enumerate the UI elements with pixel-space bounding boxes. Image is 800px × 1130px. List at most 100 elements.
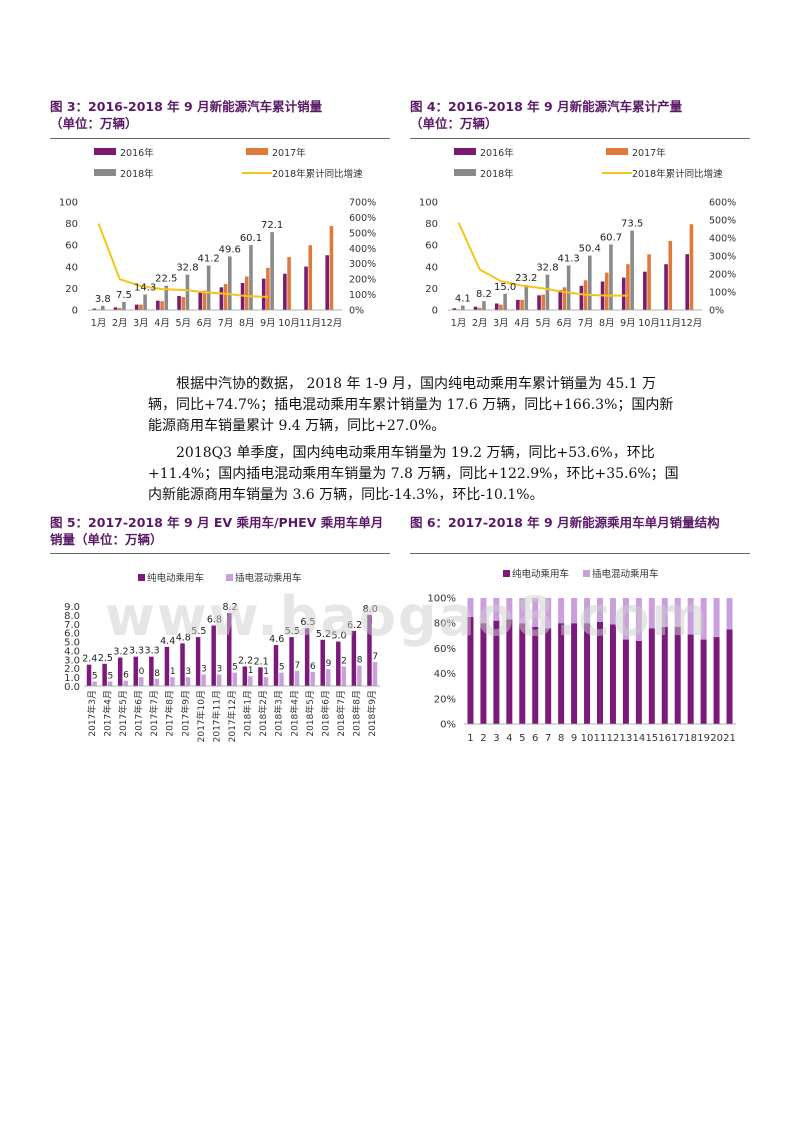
y-right-tick-label: 0% [709, 306, 724, 317]
bar-2018年 [206, 265, 211, 310]
bar-ev [571, 623, 578, 724]
legend-label: 纯电动乘用车 [147, 572, 204, 584]
y-left-tick-label: 100 [59, 198, 78, 209]
x-tick-label: 2017年8月 [164, 690, 176, 737]
y-tick-label: 8.0 [64, 611, 80, 622]
y-tick-label: 80% [434, 619, 456, 630]
x-tick-label: 1月 [451, 318, 467, 329]
ev-data-label: 4.6 [269, 634, 284, 645]
bar-2017年 [181, 297, 186, 310]
data-label: 32.8 [536, 263, 558, 274]
data-label: 50.4 [579, 244, 601, 255]
bar-2017年 [287, 257, 291, 310]
legend-swatch [454, 169, 476, 176]
bar-ev [674, 626, 681, 724]
bar-ev [304, 628, 310, 686]
y-right-tick-label: 200% [709, 270, 736, 281]
phev-data-label: 5 [232, 663, 238, 673]
y-tick-label: 4.0 [64, 646, 80, 657]
bar-ev [687, 634, 694, 724]
ev-data-label: 2.1 [254, 656, 269, 667]
bar-ev [726, 629, 733, 724]
y-left-tick-label: 60 [425, 241, 438, 252]
x-tick-label: 5 [519, 733, 525, 744]
bar-2017年 [604, 272, 609, 310]
fig6-title: 图 6：2017-2018 年 9 月新能源乘用车单月销量结构 [410, 514, 720, 531]
bar-ev [713, 637, 720, 724]
bar-2018年 [164, 285, 169, 310]
x-tick-label: 7月 [578, 318, 594, 329]
bar-phev [687, 598, 694, 635]
phev-data-label: 0 [139, 667, 145, 677]
bar-2018年 [545, 274, 550, 310]
bar-2016年 [494, 303, 499, 310]
y-left-tick-label: 0 [432, 306, 438, 317]
ev-data-label: 5.2 [316, 629, 331, 640]
bar-2018年 [630, 230, 634, 310]
y-left-tick-label: 0 [72, 306, 78, 317]
fig4-rule [410, 138, 750, 139]
ev-data-label: 8.0 [363, 604, 378, 615]
bar-2018年 [249, 245, 253, 310]
fig4-chart: 2016年 2017年 2018年 2018年累计同比增速 0 20 40 60 80 100 0%… [419, 147, 736, 329]
legend-label: 2017年 [272, 147, 306, 159]
bar-ev [149, 656, 154, 686]
ev-data-label: 2.2 [238, 655, 253, 666]
ev-data-label: 5.0 [331, 631, 346, 642]
bar-2018年 [143, 294, 147, 310]
x-tick-label: 19 [697, 733, 710, 744]
bar-phev [558, 598, 565, 624]
ev-data-label: 5.5 [191, 626, 206, 637]
fig3-title-line2: （单位：万辆） [50, 116, 138, 131]
x-tick-label: 2017年9月 [179, 690, 191, 737]
fig6-rule [410, 553, 750, 554]
x-tick-label: 2018年9月 [366, 690, 378, 737]
x-tick-label: 1月 [91, 318, 107, 329]
bar-2016年 [621, 277, 626, 310]
legend-label: 2017年 [632, 147, 666, 159]
y-right-tick-label: 700% [349, 198, 376, 209]
phev-data-label: 1 [248, 666, 254, 676]
bar-phev [545, 598, 552, 629]
bar-ev [700, 639, 707, 724]
data-label: 32.8 [176, 263, 198, 274]
bar-2016年 [198, 291, 203, 310]
bar-phev [372, 662, 378, 686]
phev-data-label: 9 [326, 659, 332, 669]
bar-ev [597, 621, 603, 724]
data-label: 22.5 [155, 274, 177, 285]
x-tick-label: 3月 [133, 318, 149, 329]
bar-ev [493, 620, 500, 724]
y-tick-label: 9.0 [64, 602, 80, 613]
bar-2017年 [499, 304, 503, 310]
ev-data-label: 4.8 [176, 632, 191, 643]
x-tick-label: 5月 [175, 318, 191, 329]
x-tick-label: 2018年8月 [351, 690, 363, 737]
bar-phev [248, 676, 253, 686]
bar-phev [154, 678, 160, 686]
bar-phev [357, 665, 362, 686]
y-right-tick-label: 600% [349, 213, 376, 224]
x-tick-label: 5月 [535, 318, 551, 329]
bar-phev [635, 598, 642, 641]
ev-data-label: 3.2 [113, 647, 128, 658]
bar-ev [506, 619, 513, 724]
x-tick-label: 7月 [218, 318, 234, 329]
x-tick-label: 21 [723, 733, 736, 744]
bar-phev [216, 674, 222, 686]
bar-2016年 [685, 254, 690, 310]
bar-ev [661, 626, 668, 724]
y-left-tick-label: 20 [65, 284, 78, 295]
fig5-title-line1: 图 5：2017-2018 年 9 月 EV 乘用车/PHEV 乘用车单月 [50, 515, 384, 530]
x-tick-label: 4月 [514, 318, 530, 329]
bar-phev [584, 598, 591, 624]
x-tick-label: 2018年2月 [257, 690, 269, 737]
phev-data-label: 7 [294, 661, 300, 671]
x-tick-label: 6月 [557, 318, 573, 329]
y-tick-label: 7.0 [64, 620, 80, 631]
x-tick-label: 7 [545, 733, 551, 744]
legend-label: 插电混动乘用车 [592, 568, 659, 580]
bar-2018年 [566, 265, 571, 310]
data-label: 23.2 [515, 273, 537, 284]
